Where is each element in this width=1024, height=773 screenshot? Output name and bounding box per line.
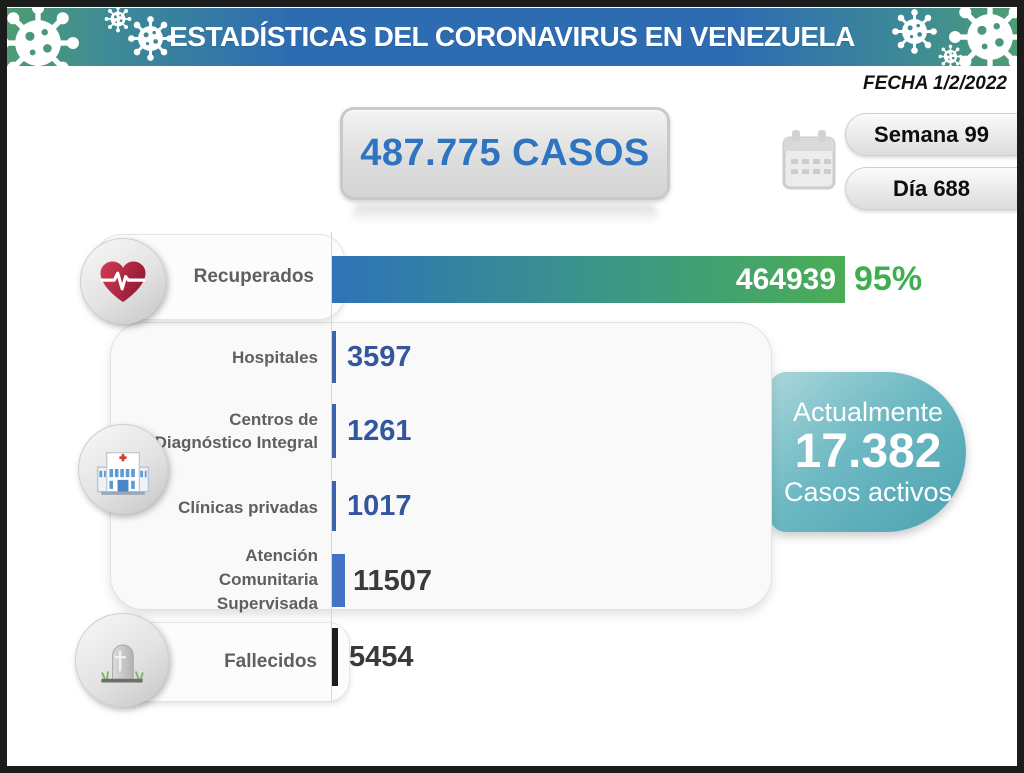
- hospitales-bar: [332, 331, 336, 383]
- day-pill: Día 688: [845, 167, 1017, 210]
- total-cases-value: 487.775 CASOS: [360, 132, 650, 174]
- recovered-percent: 95%: [854, 260, 923, 298]
- day-label: Día 688: [892, 175, 971, 201]
- header-banner: ESTADÍSTICAS DEL CORONAVIRUS EN VENEZUEL…: [7, 8, 1017, 66]
- hospitales-value: 3597: [347, 341, 412, 373]
- hospital-icon: [96, 452, 150, 495]
- active-cases-caption: Casos activos: [783, 477, 953, 507]
- report-date: FECHA 1/2/2022: [863, 73, 1007, 94]
- fallecidos-value: 5454: [349, 641, 414, 673]
- recovered-icon-circle: [80, 238, 166, 324]
- recovered-label: Recuperados: [193, 266, 314, 287]
- week-pill: Semana 99: [845, 113, 1017, 156]
- chart-axis-line: [331, 232, 332, 702]
- total-cases-badge: 487.775 CASOS: [340, 107, 670, 200]
- active-cases-value: 17.382: [794, 425, 942, 478]
- virus-icon: [127, 15, 174, 62]
- deceased-icon-circle: [75, 613, 169, 707]
- medical-centers-panel: [110, 322, 772, 610]
- virus-icon: [947, 8, 1017, 66]
- page-title: ESTADÍSTICAS DEL CORONAVIRUS EN VENEZUEL…: [169, 21, 855, 52]
- acs-label: Atención Comunitaria Supervisada: [216, 546, 318, 613]
- clinicas-value: 1017: [347, 490, 412, 522]
- tombstone-icon: [101, 644, 144, 683]
- badge-reflection: [352, 204, 658, 224]
- fallecidos-label: Fallecidos: [224, 651, 317, 672]
- acs-bar: [332, 554, 345, 607]
- acs-value: 11507: [353, 565, 433, 597]
- cdi-value: 1261: [347, 415, 412, 447]
- medical-icon-circle: [78, 424, 168, 514]
- active-cases-intro: Actualmente: [792, 397, 944, 427]
- virus-icon: [7, 8, 81, 66]
- hospitales-label: Hospitales: [232, 348, 318, 367]
- calendar-icon: [782, 130, 836, 190]
- recovered-bar: 464939: [332, 256, 845, 303]
- clinicas-bar: [332, 481, 336, 531]
- fallecidos-bar: [332, 628, 338, 686]
- heart-pulse-icon: [100, 261, 146, 302]
- recovered-value: 464939: [735, 262, 836, 296]
- active-cases-box: Actualmente 17.382 Casos activos: [770, 372, 966, 532]
- cdi-label: Centros de Diagnóstico Integral: [154, 410, 318, 452]
- cdi-bar: [332, 404, 336, 458]
- virus-icon: [891, 8, 938, 55]
- week-label: Semana 99: [874, 121, 989, 147]
- clinicas-label: Clínicas privadas: [178, 498, 318, 517]
